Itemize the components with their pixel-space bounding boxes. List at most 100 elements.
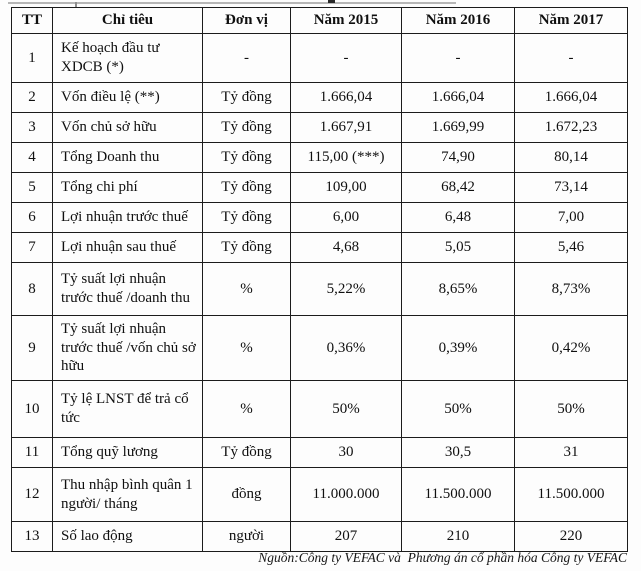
indicator-cell: Vốn chủ sở hữu: [52, 112, 203, 143]
value-cell-2017: 31: [514, 437, 628, 468]
row-number-cell: 3: [11, 112, 53, 143]
value-cell-2017: 73,14: [514, 172, 628, 203]
value-cell-2015: 5,22%: [290, 262, 402, 316]
unit-cell: -: [202, 33, 291, 83]
row-number-cell: 4: [11, 142, 53, 173]
table-row: 9 Tỷ suất lợi nhuận trước thuế /vốn chủ …: [11, 315, 628, 381]
value-cell-2017: 7,00: [514, 202, 628, 233]
row-number-cell: 9: [11, 315, 53, 381]
header-cell-tt: TT: [11, 7, 53, 34]
value-cell-2017: 5,46: [514, 232, 628, 263]
value-cell-2015: 109,00: [290, 172, 402, 203]
header-cell-nam-2017: Năm 2017: [514, 7, 628, 34]
financial-indicators-table: TT Chỉ tiêu Đơn vị Năm 2015 Năm 2016 Năm…: [11, 7, 628, 552]
table-row: 11 Tổng quỹ lương Tỷ đồng 30 30,5 31: [11, 437, 628, 468]
value-cell-2017: 220: [514, 521, 628, 552]
value-cell-2017: 50%: [514, 380, 628, 438]
header-cell-chi-tieu: Chỉ tiêu: [52, 7, 203, 34]
indicator-cell: Vốn điều lệ (**): [52, 82, 203, 113]
value-cell-2017: 1.666,04: [514, 82, 628, 113]
indicator-cell: Lợi nhuận trước thuế: [52, 202, 203, 233]
value-cell-2017: 8,73%: [514, 262, 628, 316]
table-row: 7 Lợi nhuận sau thuế Tỷ đồng 4,68 5,05 5…: [11, 232, 628, 263]
value-cell-2015: 11.000.000: [290, 467, 402, 522]
header-cell-nam-2015: Năm 2015: [290, 7, 402, 34]
table-row: 13 Số lao động người 207 210 220: [11, 521, 628, 552]
table-row: 1 Kế hoạch đầu tư XDCB (*) - - - -: [11, 33, 628, 83]
unit-cell: %: [202, 262, 291, 316]
value-cell-2016: 1.666,04: [401, 82, 515, 113]
value-cell-2017: 1.672,23: [514, 112, 628, 143]
row-number-cell: 7: [11, 232, 53, 263]
value-cell-2015: 115,00 (***): [290, 142, 402, 173]
value-cell-2016: -: [401, 33, 515, 83]
unit-cell: Tỷ đồng: [202, 172, 291, 203]
row-number-cell: 8: [11, 262, 53, 316]
table-row: 4 Tổng Doanh thu Tỷ đồng 115,00 (***) 74…: [11, 142, 628, 173]
indicator-cell: Tỷ suất lợi nhuận trước thuế /vốn chủ sở…: [52, 315, 203, 381]
value-cell-2015: 1.666,04: [290, 82, 402, 113]
table-row: 8 Tỷ suất lợi nhuận trước thuế /doanh th…: [11, 262, 628, 316]
value-cell-2017: 0,42%: [514, 315, 628, 381]
unit-cell: người: [202, 521, 291, 552]
unit-cell: Tỷ đồng: [202, 82, 291, 113]
indicator-cell: Tỷ suất lợi nhuận trước thuế /doanh thu: [52, 262, 203, 316]
value-cell-2015: 207: [290, 521, 402, 552]
value-cell-2016: 6,48: [401, 202, 515, 233]
table-row: 2 Vốn điều lệ (**) Tỷ đồng 1.666,04 1.66…: [11, 82, 628, 113]
row-number-cell: 2: [11, 82, 53, 113]
indicator-cell: Thu nhập bình quân 1 người/ tháng: [52, 467, 203, 522]
table-header-row: TT Chỉ tiêu Đơn vị Năm 2015 Năm 2016 Năm…: [11, 7, 628, 34]
value-cell-2017: -: [514, 33, 628, 83]
row-number-cell: 6: [11, 202, 53, 233]
value-cell-2015: 1.667,91: [290, 112, 402, 143]
table-row: 3 Vốn chủ sở hữu Tỷ đồng 1.667,91 1.669,…: [11, 112, 628, 143]
table-row: 6 Lợi nhuận trước thuế Tỷ đồng 6,00 6,48…: [11, 202, 628, 233]
value-cell-2016: 68,42: [401, 172, 515, 203]
row-number-cell: 10: [11, 380, 53, 438]
value-cell-2016: 74,90: [401, 142, 515, 173]
indicator-cell: Số lao động: [52, 521, 203, 552]
indicator-cell: Tổng chi phí: [52, 172, 203, 203]
cropped-content-line-artifact: [8, 2, 456, 4]
source-note: Nguồn:Công ty VEFAC và Phương án cổ phần…: [258, 550, 627, 565]
indicator-cell: Kế hoạch đầu tư XDCB (*): [52, 33, 203, 83]
header-cell-don-vi: Đơn vị: [202, 7, 291, 34]
value-cell-2016: 5,05: [401, 232, 515, 263]
unit-cell: Tỷ đồng: [202, 112, 291, 143]
value-cell-2016: 0,39%: [401, 315, 515, 381]
value-cell-2017: 11.500.000: [514, 467, 628, 522]
table-row: 12 Thu nhập bình quân 1 người/ tháng đồn…: [11, 467, 628, 522]
unit-cell: %: [202, 315, 291, 381]
table-row: 10 Tỷ lệ LNST để trả cổ tức % 50% 50% 50…: [11, 380, 628, 438]
value-cell-2015: 0,36%: [290, 315, 402, 381]
cropped-border-tick-artifact: [75, 2, 77, 7]
table-row: 5 Tổng chi phí Tỷ đồng 109,00 68,42 73,1…: [11, 172, 628, 203]
value-cell-2017: 80,14: [514, 142, 628, 173]
row-number-cell: 1: [11, 33, 53, 83]
unit-cell: Tỷ đồng: [202, 232, 291, 263]
unit-cell: đồng: [202, 467, 291, 522]
value-cell-2015: 6,00: [290, 202, 402, 233]
value-cell-2016: 1.669,99: [401, 112, 515, 143]
value-cell-2016: 50%: [401, 380, 515, 438]
value-cell-2015: 30: [290, 437, 402, 468]
indicator-cell: Tổng quỹ lương: [52, 437, 203, 468]
indicator-cell: Tổng Doanh thu: [52, 142, 203, 173]
value-cell-2016: 8,65%: [401, 262, 515, 316]
unit-cell: Tỷ đồng: [202, 437, 291, 468]
row-number-cell: 12: [11, 467, 53, 522]
row-number-cell: 11: [11, 437, 53, 468]
unit-cell: Tỷ đồng: [202, 142, 291, 173]
cropped-title-fragment-artifact: [328, 0, 335, 3]
indicator-cell: Tỷ lệ LNST để trả cổ tức: [52, 380, 203, 438]
value-cell-2015: 4,68: [290, 232, 402, 263]
row-number-cell: 5: [11, 172, 53, 203]
unit-cell: Tỷ đồng: [202, 202, 291, 233]
value-cell-2015: -: [290, 33, 402, 83]
value-cell-2016: 210: [401, 521, 515, 552]
value-cell-2015: 50%: [290, 380, 402, 438]
value-cell-2016: 11.500.000: [401, 467, 515, 522]
value-cell-2016: 30,5: [401, 437, 515, 468]
